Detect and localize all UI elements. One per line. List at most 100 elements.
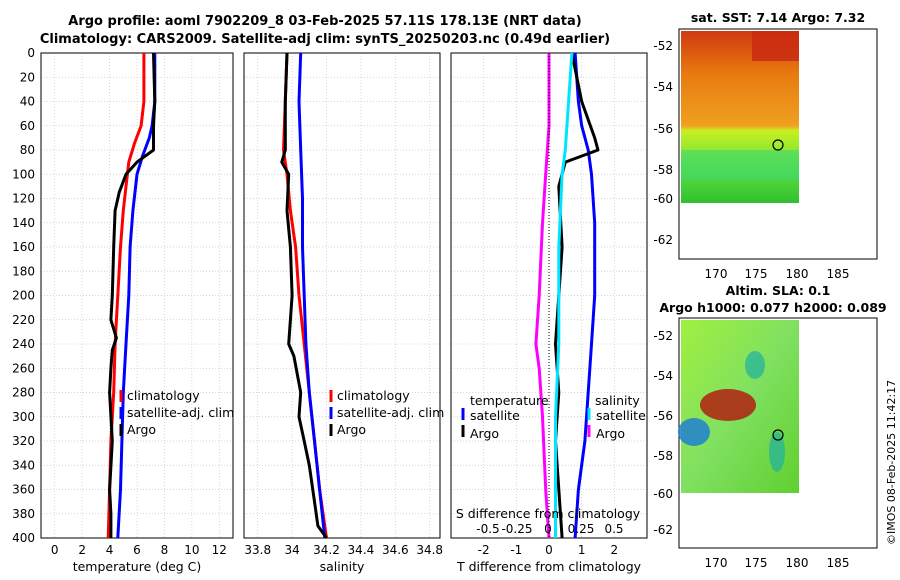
legend-header-temperature: temperature xyxy=(470,393,549,408)
plot-frame xyxy=(243,52,441,539)
ytick-label: -60 xyxy=(653,487,673,501)
ytick-label: 280 xyxy=(12,386,35,400)
ytick-label: -62 xyxy=(653,523,673,537)
ytick-label: -54 xyxy=(653,80,673,94)
xtick-label: 185 xyxy=(827,556,850,570)
series-line-s-argo xyxy=(534,53,551,539)
sst-green-band xyxy=(681,150,799,180)
plot-frame xyxy=(40,52,234,539)
s-axis-label: S difference from climatology xyxy=(456,506,641,521)
legend-label: Argo xyxy=(127,422,156,437)
ytick-label: -58 xyxy=(653,449,673,463)
xtick-label: 34.8 xyxy=(416,543,443,557)
sla-map-title-line2: Argo h1000: 0.077 h2000: 0.089 xyxy=(659,300,886,315)
xtick-label: 180 xyxy=(786,556,809,570)
plot-background xyxy=(244,53,440,538)
legend-label: climatology xyxy=(127,388,200,403)
series-line-satellite-adj-clim xyxy=(116,53,157,539)
series-line-t-argo xyxy=(554,52,600,539)
sst-map-yticks: -52 -54 -56 -58 -60 -62 xyxy=(653,39,673,247)
sst-map-xticks: 170 175 180 185 xyxy=(705,267,850,281)
xtick-label: 34.2 xyxy=(313,543,340,557)
ytick-label: 140 xyxy=(12,216,35,230)
xtick-label: 34.6 xyxy=(382,543,409,557)
s-tick-label: 0.5 xyxy=(604,522,623,536)
ytick-label: -54 xyxy=(653,369,673,383)
xtick-label: 10 xyxy=(184,543,199,557)
series-line-t-satellite xyxy=(573,52,597,539)
s-tick-label: 0 xyxy=(544,522,552,536)
xtick-label: 175 xyxy=(745,267,768,281)
plot-background xyxy=(451,53,647,538)
ytick-label: 220 xyxy=(12,313,35,327)
xaxis-label: salinity xyxy=(320,559,365,574)
legend-label: satellite xyxy=(470,408,520,423)
xtick-label: 2 xyxy=(78,543,86,557)
legend-label: satellite-adj. clim xyxy=(127,405,234,420)
ytick-label: -56 xyxy=(653,122,673,136)
ytick-label: 0 xyxy=(27,46,35,60)
sst-field xyxy=(681,31,799,203)
legend-label: climatology xyxy=(337,388,410,403)
series-line-s-satellite xyxy=(554,52,574,538)
sla-low-patch xyxy=(769,432,785,472)
xtick-label: 170 xyxy=(705,556,728,570)
ytick-label: 200 xyxy=(12,289,35,303)
ytick-label: -52 xyxy=(653,329,673,343)
legend-header-salinity: salinity xyxy=(595,393,640,408)
plot-background xyxy=(41,53,233,538)
ytick-label: -58 xyxy=(653,163,673,177)
ytick-label: 360 xyxy=(12,483,35,497)
sla-high-patch xyxy=(700,389,756,421)
s-tick-label: -0.5 xyxy=(476,522,499,536)
xaxis-label: T difference from climatology xyxy=(456,559,642,574)
sla-map-frame xyxy=(678,317,878,549)
ytick-label: 400 xyxy=(12,531,35,545)
chart-title-line2: Climatology: CARS2009. Satellite-adj cli… xyxy=(39,32,611,47)
xtick-label: 8 xyxy=(161,543,169,557)
argo-location-marker xyxy=(772,429,784,441)
s-tick-label: -0.25 xyxy=(501,522,532,536)
xtick-label: 185 xyxy=(827,267,850,281)
ytick-label: 60 xyxy=(20,119,35,133)
ytick-label: 100 xyxy=(12,167,35,181)
xtick-label: 34 xyxy=(284,543,299,557)
s-tick-label: 0.25 xyxy=(568,522,595,536)
plot-frame xyxy=(450,52,648,539)
sla-low-patch xyxy=(745,351,765,379)
xtick-label: 175 xyxy=(745,556,768,570)
ytick-label: 380 xyxy=(12,507,35,521)
ytick-label: 80 xyxy=(20,143,35,157)
imos-credit: ©IMOS 08-Feb-2025 11:42:17 xyxy=(885,379,898,545)
xtick-label: 1 xyxy=(578,543,586,557)
sst-map-frame xyxy=(678,28,878,260)
ytick-label: -52 xyxy=(653,39,673,53)
argo-location-marker xyxy=(772,139,784,151)
sla-map-xticks: 170 175 180 185 xyxy=(705,556,850,570)
legend-label: satellite xyxy=(596,408,646,423)
ytick-label: -60 xyxy=(653,192,673,206)
legend-label: Argo xyxy=(596,426,625,441)
series-line-argo xyxy=(108,52,157,538)
xtick-label: 34.4 xyxy=(348,543,375,557)
xtick-label: 180 xyxy=(786,267,809,281)
xtick-label: 12 xyxy=(212,543,227,557)
ytick-label: 340 xyxy=(12,458,35,472)
ytick-label: 300 xyxy=(12,410,35,424)
xtick-label: -2 xyxy=(478,543,490,557)
sla-map-yticks: -52 -54 -56 -58 -60 -62 xyxy=(653,329,673,537)
chart-title-line1: Argo profile: aoml 7902209_8 03-Feb-2025… xyxy=(68,14,582,29)
xtick-label: 6 xyxy=(133,543,141,557)
xaxis-label: temperature (deg C) xyxy=(73,559,202,574)
xtick-label: 2 xyxy=(611,543,619,557)
legend-label: Argo xyxy=(337,422,366,437)
ytick-label: 20 xyxy=(20,70,35,84)
ytick-label: 180 xyxy=(12,264,35,278)
ytick-label: 240 xyxy=(12,337,35,351)
ytick-label: 260 xyxy=(12,361,35,375)
sst-warm-patch xyxy=(752,31,799,61)
sla-map-title-line1: Altim. SLA: 0.1 xyxy=(726,283,831,298)
ytick-label: 320 xyxy=(12,434,35,448)
